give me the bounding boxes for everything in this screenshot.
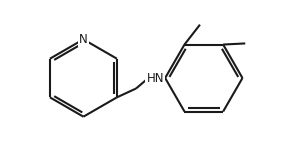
- Text: N: N: [79, 33, 88, 46]
- Text: HN: HN: [147, 71, 164, 85]
